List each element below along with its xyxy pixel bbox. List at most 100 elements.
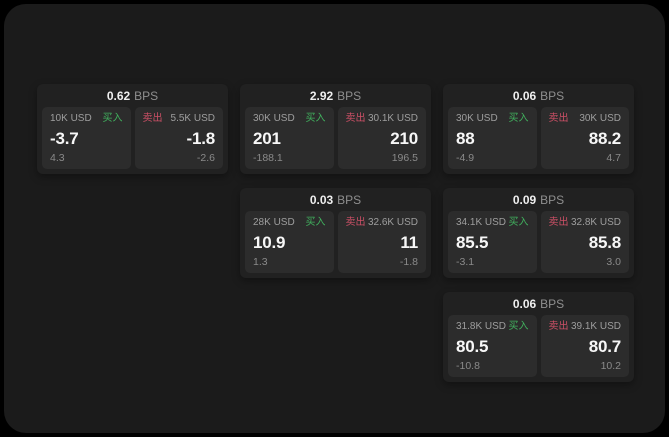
buy-panel-top: 31.8K USD 买入 — [456, 322, 529, 332]
bps-unit-label: BPS — [540, 192, 565, 207]
buy-quote-panel[interactable]: 30K USD 买入 88 -4.9 — [448, 107, 537, 169]
sell-quote-panel[interactable]: 卖出 32.8K USD 85.8 3.0 — [540, 211, 629, 273]
sell-price: 210 — [390, 128, 418, 148]
buy-panel-top: 34.1K USD 买入 — [456, 218, 529, 228]
buy-price: 201 — [253, 128, 281, 148]
buy-panel-top: 30K USD 买入 — [253, 114, 326, 124]
sell-side-label: 卖出 — [548, 113, 569, 124]
buy-skew: -188.1 — [253, 151, 283, 164]
bps-value: 2.92 — [309, 88, 334, 103]
buy-price: 10.9 — [253, 232, 286, 252]
buy-notional: 10K USD — [50, 113, 92, 124]
buy-notional: 31.8K USD — [456, 321, 507, 332]
quote-panels: 30K USD 买入 88 -4.9 卖出 30K USD 88.2 4.7 — [443, 107, 634, 169]
sell-side-label: 卖出 — [345, 217, 366, 228]
sell-notional: 32.6K USD — [367, 217, 418, 228]
quote-panels: 10K USD 买入 -3.7 4.3 卖出 5.5K USD -1.8 -2.… — [37, 107, 228, 169]
bps-value: 0.09 — [512, 192, 537, 207]
sell-price: 11 — [400, 232, 418, 252]
buy-notional: 30K USD — [456, 113, 498, 124]
buy-skew: 4.3 — [50, 151, 65, 164]
buy-price: -3.7 — [50, 128, 79, 148]
sell-panel-top: 卖出 30K USD — [549, 114, 622, 124]
sell-notional: 30K USD — [579, 113, 621, 124]
quote-panels: 30K USD 买入 201 -188.1 卖出 30.1K USD 210 1… — [240, 107, 431, 169]
sell-side-label: 卖出 — [548, 321, 569, 332]
bps-unit-label: BPS — [337, 192, 362, 207]
quote-card: 0.62 BPS 10K USD 买入 -3.7 4.3 卖出 5.5K USD… — [37, 84, 228, 174]
quote-panels: 28K USD 买入 10.9 1.3 卖出 32.6K USD 11 -1.8 — [240, 211, 431, 273]
buy-quote-panel[interactable]: 34.1K USD 买入 85.5 -3.1 — [448, 211, 537, 273]
bps-value: 0.06 — [512, 296, 537, 311]
sell-quote-panel[interactable]: 卖出 39.1K USD 80.7 10.2 — [540, 315, 629, 377]
sell-panel-top: 卖出 39.1K USD — [549, 322, 622, 332]
sell-quote-panel[interactable]: 卖出 5.5K USD -1.8 -2.6 — [134, 107, 223, 169]
bps-unit-label: BPS — [540, 296, 565, 311]
card-header: 0.06 BPS — [443, 84, 634, 107]
quote-card: 0.09 BPS 34.1K USD 买入 85.5 -3.1 卖出 32.8K… — [443, 188, 634, 278]
sell-price: 88.2 — [588, 128, 621, 148]
buy-notional: 30K USD — [253, 113, 295, 124]
sell-side-label: 卖出 — [345, 113, 366, 124]
buy-skew: -3.1 — [456, 255, 475, 268]
sell-skew: 10.2 — [600, 359, 621, 372]
buy-skew: 1.3 — [253, 255, 268, 268]
sell-quote-panel[interactable]: 卖出 32.6K USD 11 -1.8 — [337, 211, 426, 273]
buy-side-label: 买入 — [508, 217, 529, 228]
buy-price: 80.5 — [456, 336, 489, 356]
sell-notional: 5.5K USD — [170, 113, 215, 124]
buy-side-label: 买入 — [305, 217, 326, 228]
buy-quote-panel[interactable]: 30K USD 买入 201 -188.1 — [245, 107, 334, 169]
sell-quote-panel[interactable]: 卖出 30K USD 88.2 4.7 — [540, 107, 629, 169]
sell-quote-panel[interactable]: 卖出 30.1K USD 210 196.5 — [337, 107, 426, 169]
sell-notional: 30.1K USD — [367, 113, 418, 124]
buy-notional: 28K USD — [253, 217, 295, 228]
sell-skew: -2.6 — [196, 151, 215, 164]
buy-price: 85.5 — [456, 232, 489, 252]
bps-unit-label: BPS — [337, 88, 362, 103]
sell-price: -1.8 — [186, 128, 216, 148]
sell-panel-top: 卖出 30.1K USD — [346, 114, 419, 124]
buy-price: 88 — [456, 128, 475, 148]
sell-price: 85.8 — [588, 232, 621, 252]
buy-notional: 34.1K USD — [456, 217, 507, 228]
card-header: 0.06 BPS — [443, 292, 634, 315]
buy-side-label: 买入 — [508, 113, 529, 124]
quote-card: 0.03 BPS 28K USD 买入 10.9 1.3 卖出 32.6K US… — [240, 188, 431, 278]
buy-quote-panel[interactable]: 10K USD 买入 -3.7 4.3 — [42, 107, 131, 169]
buy-skew: -4.9 — [456, 151, 475, 164]
buy-panel-top: 10K USD 买入 — [50, 114, 123, 124]
quote-panels: 31.8K USD 买入 80.5 -10.8 卖出 39.1K USD 80.… — [443, 315, 634, 377]
sell-panel-top: 卖出 5.5K USD — [143, 114, 216, 124]
sell-skew: -1.8 — [399, 255, 418, 268]
buy-side-label: 买入 — [305, 113, 326, 124]
sell-skew: 3.0 — [606, 255, 621, 268]
card-header: 2.92 BPS — [240, 84, 431, 107]
bps-value: 0.06 — [512, 88, 537, 103]
sell-side-label: 卖出 — [142, 113, 163, 124]
sell-panel-top: 卖出 32.6K USD — [346, 218, 419, 228]
sell-notional: 39.1K USD — [570, 321, 621, 332]
bps-value: 0.62 — [106, 88, 131, 103]
buy-panel-top: 28K USD 买入 — [253, 218, 326, 228]
buy-side-label: 买入 — [508, 321, 529, 332]
sell-panel-top: 卖出 32.8K USD — [549, 218, 622, 228]
buy-quote-panel[interactable]: 28K USD 买入 10.9 1.3 — [245, 211, 334, 273]
card-header: 0.03 BPS — [240, 188, 431, 211]
card-header: 0.62 BPS — [37, 84, 228, 107]
sell-skew: 196.5 — [391, 151, 418, 164]
quote-card: 2.92 BPS 30K USD 买入 201 -188.1 卖出 30.1K … — [240, 84, 431, 174]
quote-card: 0.06 BPS 30K USD 买入 88 -4.9 卖出 30K USD 8… — [443, 84, 634, 174]
sell-notional: 32.8K USD — [570, 217, 621, 228]
bps-value: 0.03 — [309, 192, 334, 207]
sell-skew: 4.7 — [606, 151, 621, 164]
quote-panels: 34.1K USD 买入 85.5 -3.1 卖出 32.8K USD 85.8… — [443, 211, 634, 273]
bps-unit-label: BPS — [540, 88, 565, 103]
card-header: 0.09 BPS — [443, 188, 634, 211]
buy-skew: -10.8 — [456, 359, 480, 372]
bps-unit-label: BPS — [134, 88, 159, 103]
buy-side-label: 买入 — [102, 113, 123, 124]
buy-quote-panel[interactable]: 31.8K USD 买入 80.5 -10.8 — [448, 315, 537, 377]
buy-panel-top: 30K USD 买入 — [456, 114, 529, 124]
sell-price: 80.7 — [588, 336, 621, 356]
